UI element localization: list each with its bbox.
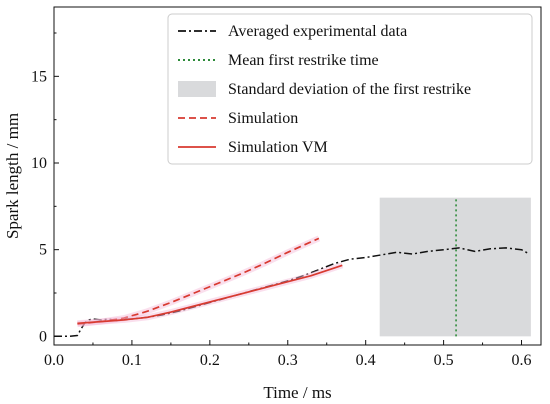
y-tick-label: 15 <box>31 68 47 85</box>
plot-area <box>54 197 531 338</box>
y-axis: 0 5 10 15 <box>31 32 59 345</box>
x-tick-label: 0.0 <box>44 352 64 369</box>
series-simulation-vm-halo <box>77 262 344 327</box>
legend-label-simulation: Simulation <box>228 110 298 127</box>
x-tick-label: 0.2 <box>200 352 220 369</box>
x-axis: 0.0 0.1 0.2 0.3 0.4 0.5 0.6 <box>44 340 532 369</box>
x-axis-label: Time / ms <box>263 383 331 402</box>
y-tick-label: 0 <box>39 328 47 345</box>
legend-label-averaged-experimental-data: Averaged experimental data <box>228 23 407 40</box>
series-simulation-vm-line <box>77 264 343 325</box>
legend-label-simulation-vm: Simulation VM <box>228 139 328 156</box>
x-tick-label: 0.1 <box>122 352 142 369</box>
legend-box <box>167 13 533 165</box>
y-tick-label: 5 <box>39 242 47 259</box>
legend-swatch-standard-deviation-of-the-first-restrike <box>178 81 216 97</box>
x-tick-label: 0.3 <box>278 352 298 369</box>
x-tick-label: 0.4 <box>356 352 376 369</box>
y-axis-label: Spark length / mm <box>3 113 22 239</box>
legend-label-mean-first-restrike-time: Mean first restrike time <box>228 52 379 69</box>
y-tick-label: 10 <box>31 155 47 172</box>
legend-label-standard-deviation-of-the-first-restrike: Standard deviation of the first restrike <box>228 81 471 98</box>
series-simulation-line <box>77 237 320 326</box>
x-tick-label: 0.6 <box>512 352 532 369</box>
x-tick-label: 0.5 <box>434 352 454 369</box>
plot-frame <box>53 6 542 346</box>
legend: Averaged experimental data Mean first res… <box>167 13 533 165</box>
